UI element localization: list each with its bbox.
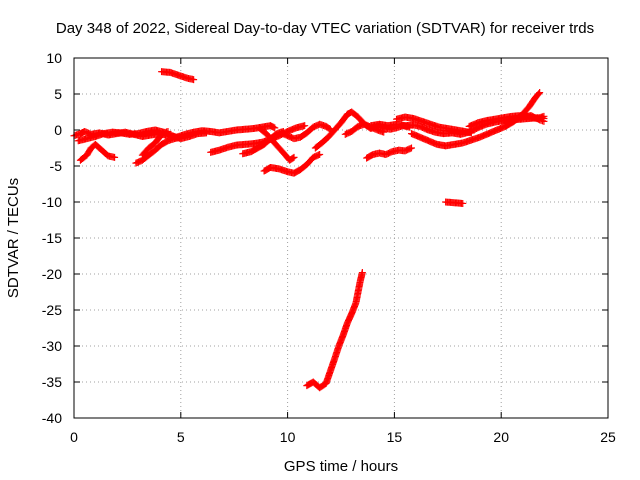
axis-ticks: 0 5 10 15 20 25 10 5 0 -5 -10 -15 -20 -25 -30 -35 -40 <box>42 50 616 445</box>
series-trace-n <box>363 144 415 162</box>
data-point <box>301 122 309 130</box>
series-trace-j <box>260 150 324 177</box>
data-series <box>70 68 548 392</box>
data-point <box>111 153 119 161</box>
data-point <box>271 124 279 132</box>
x-tick-label: 0 <box>70 429 78 445</box>
data-point <box>325 125 333 133</box>
data-point <box>202 129 210 137</box>
y-tick-label: -10 <box>42 194 62 210</box>
series-trace-e <box>138 127 172 159</box>
data-point <box>164 127 172 135</box>
grid-lines <box>74 58 608 418</box>
data-point <box>290 153 298 161</box>
y-tick-label: -20 <box>42 266 62 282</box>
x-axis-label: GPS time / hours <box>284 458 398 475</box>
x-tick-label: 10 <box>280 429 296 445</box>
series-trace-s <box>501 112 548 127</box>
y-tick-label: -30 <box>42 338 62 354</box>
y-tick-label: -5 <box>50 158 63 174</box>
series-trace-m <box>341 120 388 138</box>
series-trace-d <box>132 133 185 167</box>
data-point <box>316 150 324 158</box>
data-point <box>380 128 388 136</box>
data-point <box>459 199 467 207</box>
series-trace-f <box>158 68 198 84</box>
chart-title: Day 348 of 2022, Sidereal Day-to-day VTE… <box>56 20 594 37</box>
x-tick-label: 15 <box>387 429 403 445</box>
series-trace-i <box>256 125 298 164</box>
data-point <box>535 90 543 98</box>
data-point <box>407 144 415 152</box>
y-tick-label: 0 <box>54 122 62 138</box>
series-trace-t <box>442 198 467 207</box>
x-tick-label: 25 <box>600 429 616 445</box>
series-trace-c <box>76 140 119 164</box>
data-point <box>190 76 198 84</box>
series-trace-u <box>303 269 366 392</box>
data-point <box>358 269 366 277</box>
plot-border <box>73 57 609 419</box>
y-tick-label: -40 <box>42 410 62 426</box>
x-tick-label: 5 <box>177 429 185 445</box>
y-tick-label: -35 <box>42 374 62 390</box>
x-tick-label: 20 <box>493 429 509 445</box>
data-point <box>467 129 475 137</box>
data-point <box>177 133 185 141</box>
y-tick-label: 10 <box>46 50 62 66</box>
y-axis-label: SDTVAR / TECUs <box>5 178 22 298</box>
y-tick-label: -15 <box>42 230 62 246</box>
series-trace-k <box>277 120 334 143</box>
data-point <box>540 117 548 125</box>
data-point <box>289 154 297 162</box>
data-point <box>536 89 544 97</box>
y-tick-label: -25 <box>42 302 62 318</box>
series-trace-p <box>393 113 475 137</box>
y-tick-label: 5 <box>54 86 62 102</box>
